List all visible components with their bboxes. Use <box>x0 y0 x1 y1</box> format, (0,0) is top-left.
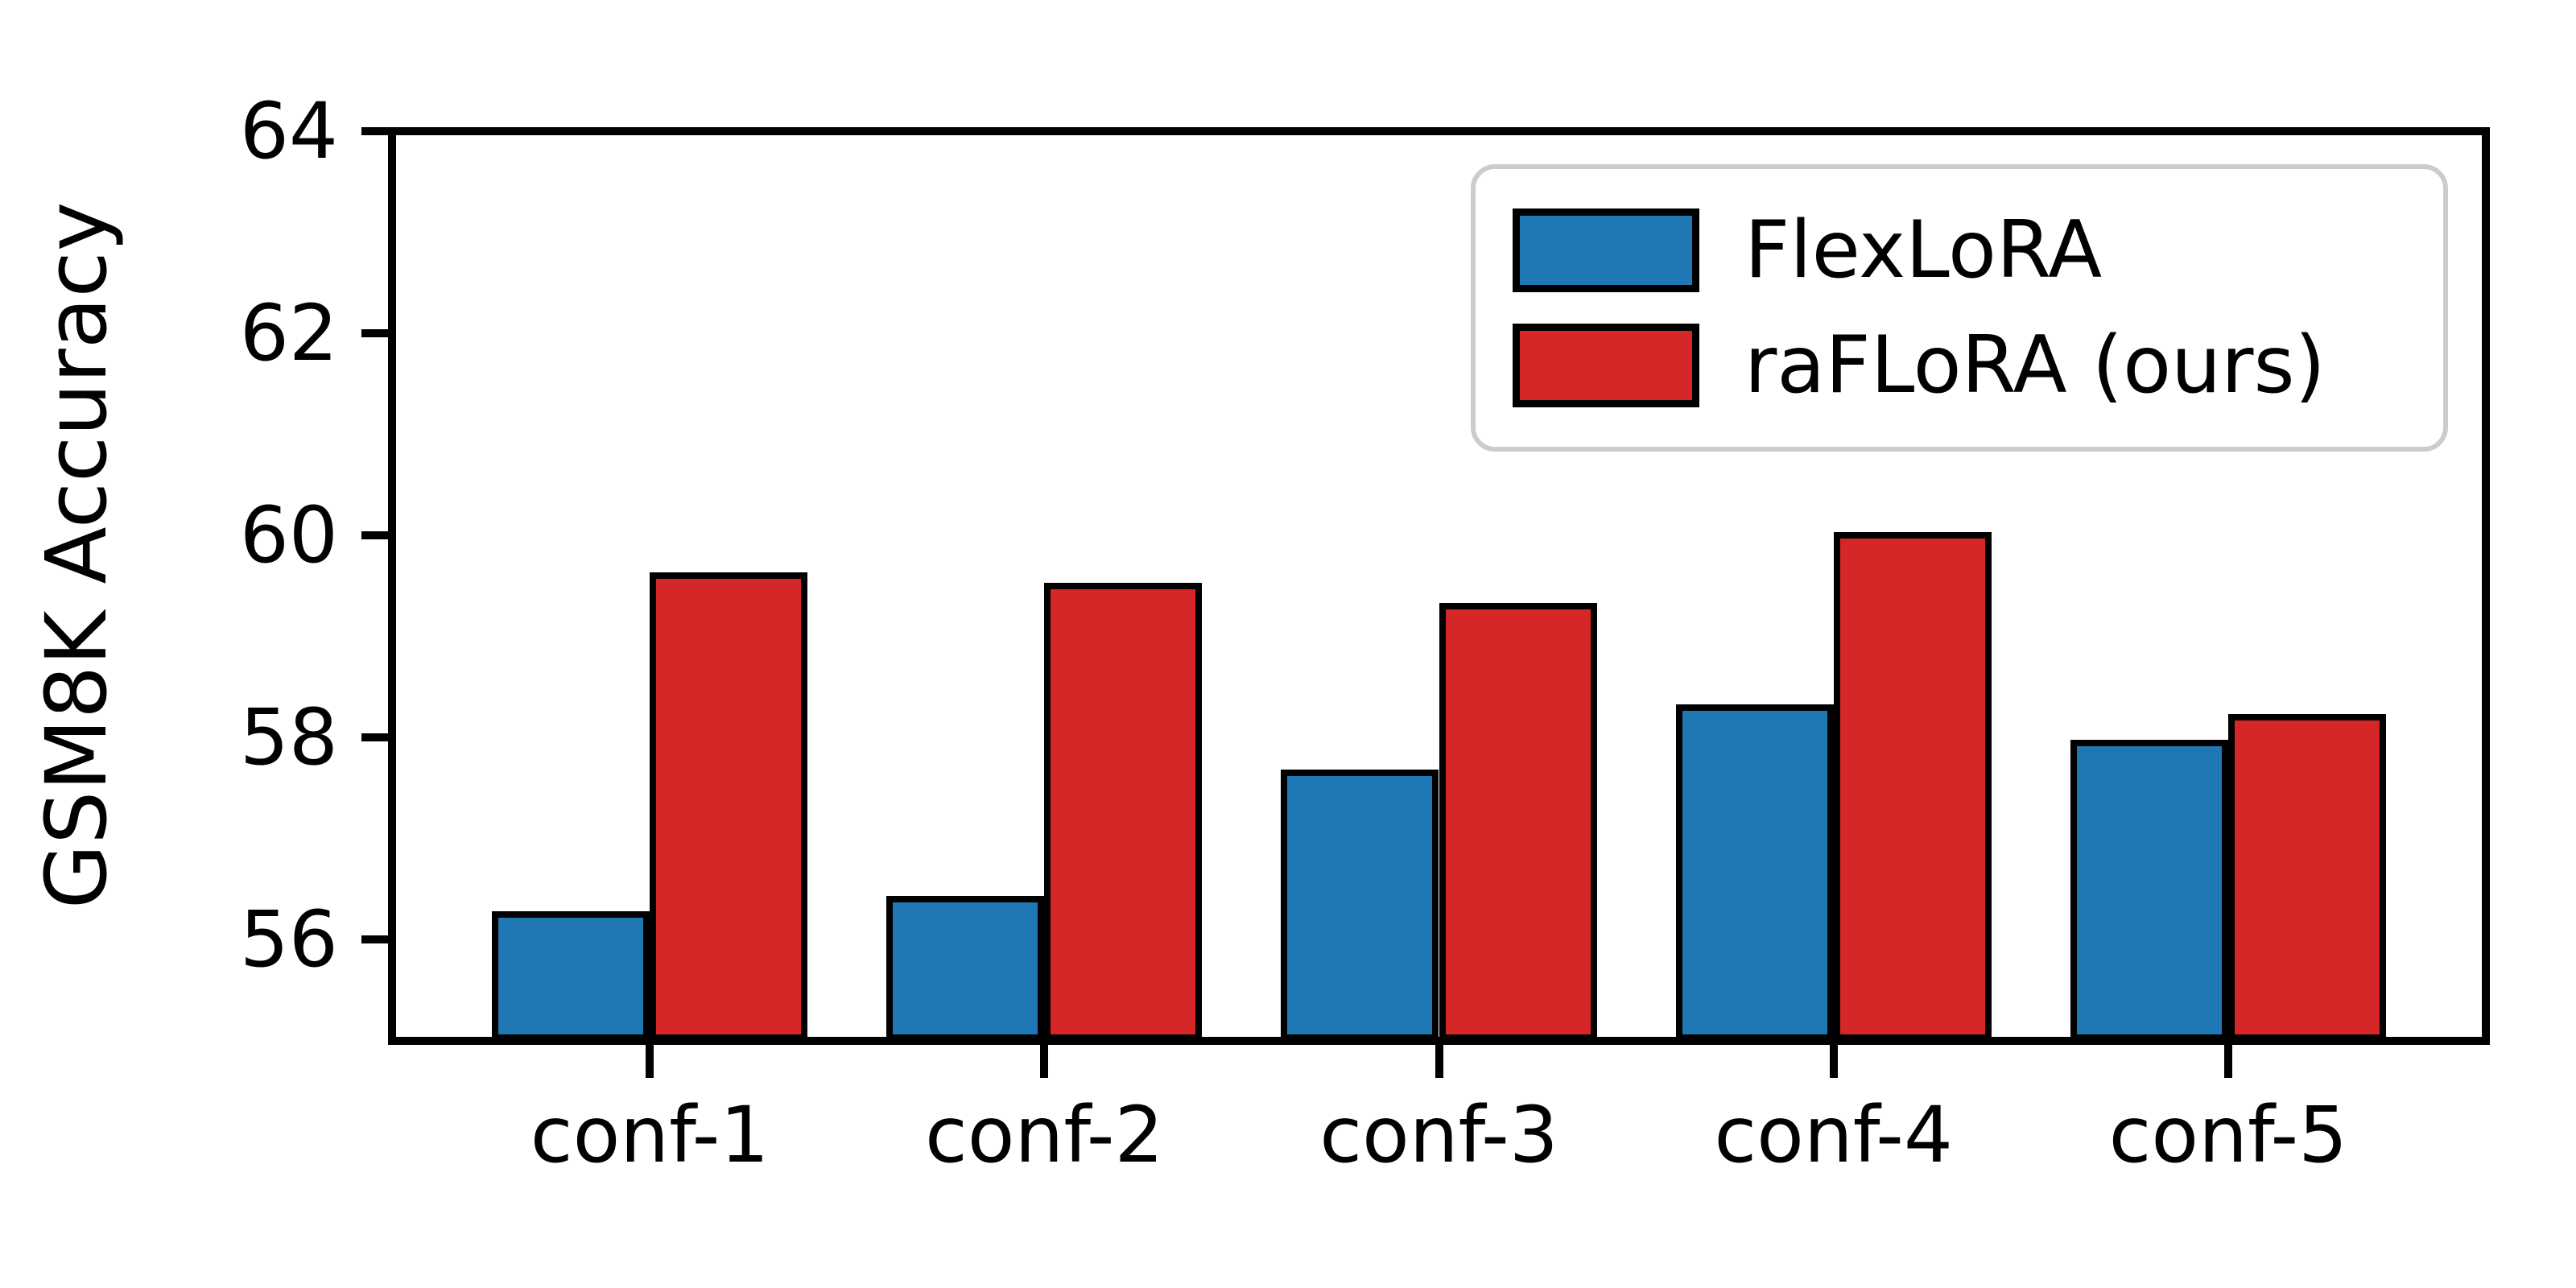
y-tick-mark <box>361 531 392 540</box>
x-tick-label-conf-2: conf-2 <box>924 1090 1164 1180</box>
x-tick-mark <box>1435 1041 1443 1078</box>
x-tick-mark <box>2223 1041 2232 1078</box>
legend-swatch-raflora <box>1513 324 1699 407</box>
x-tick-mark <box>646 1041 654 1078</box>
bar-flexlora-conf-3 <box>1281 770 1439 1041</box>
bar-flexlora-conf-4 <box>1675 704 1834 1041</box>
x-tick-label-conf-5: conf-5 <box>2108 1090 2348 1180</box>
y-tick-mark <box>361 935 392 944</box>
x-tick-mark <box>1040 1041 1049 1078</box>
legend-label-raflora: raFLoRA (ours) <box>1744 320 2326 411</box>
y-tick-label: 56 <box>239 894 338 985</box>
y-tick-label: 62 <box>239 288 338 379</box>
x-tick-mark <box>1829 1041 1838 1078</box>
bar-flexlora-conf-1 <box>492 911 650 1041</box>
bar-raflora-ours-conf-2 <box>1044 583 1203 1041</box>
x-tick-label-conf-1: conf-1 <box>530 1090 770 1180</box>
y-tick-mark <box>361 733 392 742</box>
legend-label-flexlora: FlexLoRA <box>1744 204 2103 296</box>
bar-flexlora-conf-2 <box>886 896 1045 1041</box>
bar-flexlora-conf-5 <box>2070 739 2228 1041</box>
bar-raflora-ours-conf-5 <box>2227 714 2386 1041</box>
y-tick-label: 64 <box>239 86 338 176</box>
bar-raflora-ours-conf-3 <box>1439 603 1597 1041</box>
bar-raflora-ours-conf-1 <box>650 572 808 1041</box>
legend-swatch-flexlora <box>1513 208 1699 292</box>
x-tick-label-conf-4: conf-4 <box>1714 1090 1953 1180</box>
y-tick-label: 58 <box>239 692 338 783</box>
x-tick-label-conf-3: conf-3 <box>1319 1090 1558 1180</box>
bar-raflora-ours-conf-4 <box>1833 532 1992 1041</box>
y-tick-mark <box>361 127 392 135</box>
y-tick-mark <box>361 329 392 338</box>
legend: FlexLoRA raFLoRA (ours) <box>1471 164 2448 452</box>
y-tick-label: 60 <box>239 490 338 581</box>
legend-item-flexlora: FlexLoRA <box>1513 208 2406 292</box>
legend-item-raflora: raFLoRA (ours) <box>1513 324 2406 407</box>
